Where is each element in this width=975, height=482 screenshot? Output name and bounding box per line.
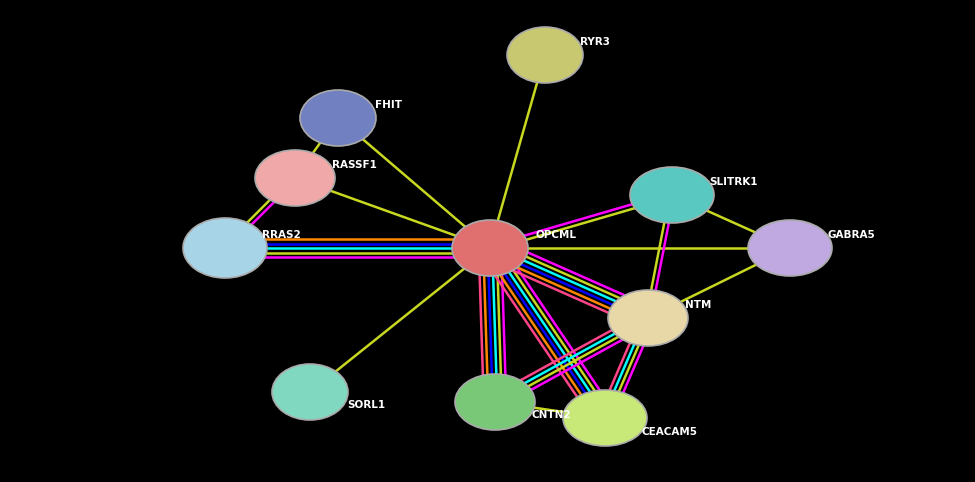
Text: RYR3: RYR3 — [580, 37, 610, 47]
Ellipse shape — [608, 290, 688, 346]
Ellipse shape — [300, 90, 376, 146]
Text: CNTN2: CNTN2 — [532, 410, 571, 420]
Text: NTM: NTM — [685, 300, 712, 310]
Text: CEACAM5: CEACAM5 — [642, 427, 698, 437]
Text: SLITRK1: SLITRK1 — [709, 177, 758, 187]
Text: RASSF1: RASSF1 — [332, 160, 377, 170]
Text: RRAS2: RRAS2 — [262, 230, 300, 240]
Text: OPCML: OPCML — [535, 230, 576, 240]
Ellipse shape — [563, 390, 647, 446]
Ellipse shape — [455, 374, 535, 430]
Ellipse shape — [272, 364, 348, 420]
Ellipse shape — [748, 220, 832, 276]
Ellipse shape — [183, 218, 267, 278]
Text: FHIT: FHIT — [375, 100, 402, 110]
Ellipse shape — [630, 167, 714, 223]
Ellipse shape — [507, 27, 583, 83]
Text: GABRA5: GABRA5 — [827, 230, 875, 240]
Ellipse shape — [255, 150, 335, 206]
Text: SORL1: SORL1 — [347, 400, 385, 410]
Ellipse shape — [452, 220, 528, 276]
